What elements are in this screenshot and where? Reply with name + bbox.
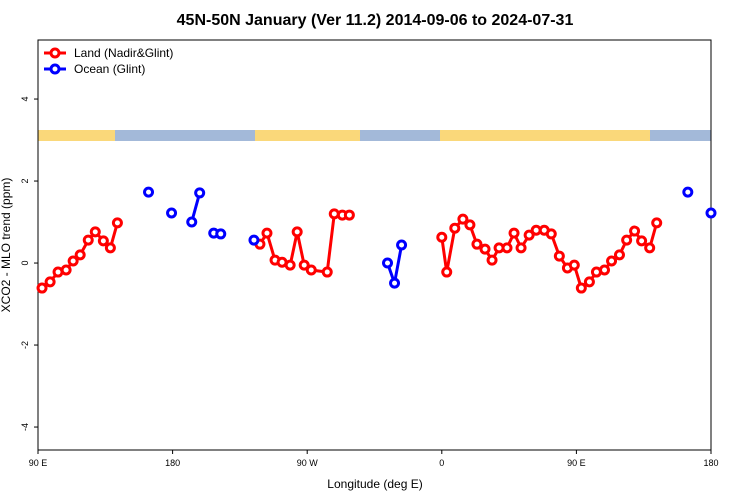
point: [291, 226, 303, 238]
point: [97, 235, 109, 247]
x-axis-label: Longitude (deg E): [327, 477, 422, 491]
y-tick-label: 2: [20, 179, 30, 184]
point: [194, 187, 206, 199]
point: [636, 235, 648, 247]
point: [568, 259, 580, 271]
point: [166, 207, 178, 219]
point: [553, 250, 565, 262]
point: [343, 209, 355, 221]
x-tick-label: 0: [439, 458, 444, 468]
y-tick-label: -2: [20, 341, 30, 349]
map-strip: [38, 130, 711, 141]
legend-label: Ocean (Glint): [74, 62, 145, 76]
x-tick-label: 180: [165, 458, 180, 468]
point: [613, 249, 625, 261]
point: [471, 238, 483, 250]
point: [284, 259, 296, 271]
legend-item: Land (Nadir&Glint): [44, 46, 173, 60]
y-tick-label: 4: [20, 97, 30, 102]
legend-marker: [49, 63, 61, 75]
legend-marker: [49, 47, 61, 59]
point: [36, 282, 48, 294]
point: [545, 228, 557, 240]
point: [629, 225, 641, 237]
point: [305, 264, 317, 276]
point: [89, 226, 101, 238]
point: [67, 255, 79, 267]
point: [441, 266, 453, 278]
point: [523, 229, 535, 241]
plot-frame: [37, 39, 712, 451]
point: [599, 264, 611, 276]
point: [215, 228, 227, 240]
point: [621, 234, 633, 246]
point: [464, 219, 476, 231]
y-tick-label: 0: [20, 261, 30, 266]
point: [449, 222, 461, 234]
point: [501, 242, 513, 254]
point: [389, 277, 401, 289]
point: [261, 227, 273, 239]
x-tick-label: 90 W: [297, 458, 319, 468]
point: [436, 231, 448, 243]
point: [479, 243, 491, 255]
point: [508, 227, 520, 239]
point: [60, 264, 72, 276]
point: [396, 239, 408, 251]
point: [575, 282, 587, 294]
point: [651, 217, 663, 229]
point: [74, 249, 86, 261]
point: [515, 242, 527, 254]
point: [705, 207, 717, 219]
point: [82, 234, 94, 246]
point: [682, 186, 694, 198]
point: [298, 259, 310, 271]
series-line: [41, 212, 659, 291]
point: [44, 276, 56, 288]
point: [606, 255, 618, 267]
point: [104, 242, 116, 254]
point: [457, 213, 469, 225]
x-tick-label: 90 E: [29, 458, 48, 468]
point: [321, 266, 333, 278]
point: [143, 186, 155, 198]
legend-label: Land (Nadir&Glint): [74, 46, 173, 60]
legend-item: Ocean (Glint): [44, 62, 145, 76]
point: [186, 216, 198, 228]
x-tick-label: 90 E: [567, 458, 586, 468]
point: [644, 242, 656, 254]
point: [583, 276, 595, 288]
y-axis-label: XCO2 - MLO trend (ppm): [0, 178, 13, 313]
point: [486, 254, 498, 266]
point: [248, 234, 260, 246]
chart-title: 45N-50N January (Ver 11.2) 2014-09-06 to…: [177, 12, 574, 29]
y-tick-label: -4: [20, 423, 30, 431]
x-tick-label: 180: [703, 458, 718, 468]
point: [382, 257, 394, 269]
point: [111, 217, 123, 229]
